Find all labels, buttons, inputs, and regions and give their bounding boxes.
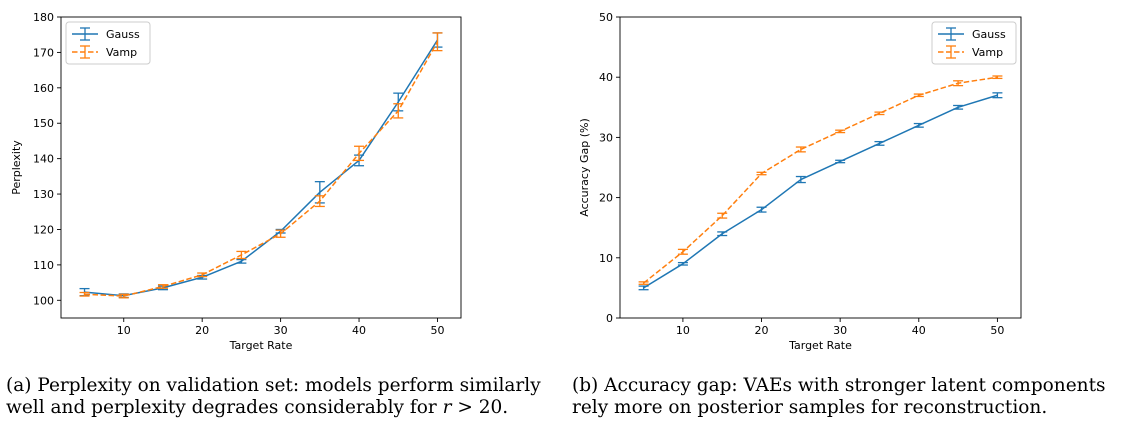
- series-gauss: [79, 32, 443, 299]
- caption-a-line2-text: well and perplexity degrades considerabl…: [6, 397, 443, 418]
- legend-item-vamp: Vamp: [72, 45, 137, 59]
- caption-a-line2: well and perplexity degrades considerabl…: [6, 397, 556, 419]
- x-tick-label: 40: [352, 324, 366, 337]
- legend-item-gauss: Gauss: [938, 27, 1006, 41]
- error-bar: [992, 75, 1003, 80]
- series-gauss: [638, 92, 1003, 291]
- legend-item-vamp: Vamp: [938, 45, 1003, 59]
- x-tick-label: 40: [912, 324, 926, 337]
- error-bar: [756, 206, 767, 213]
- y-tick-label: 120: [33, 223, 54, 236]
- y-tick-label: 150: [33, 117, 54, 130]
- legend-box: [65, 21, 151, 65]
- chart-b: 10 20 30 40 50 0 10 20 30 40 50 Target Rate Accuracy…: [578, 11, 1022, 352]
- plot-frame: [60, 16, 462, 319]
- caption-a: (a) Perplexity on validation set: models…: [6, 375, 556, 419]
- y-tick-label: 0: [606, 312, 613, 325]
- legend-box: [931, 21, 1017, 65]
- error-bar: [677, 261, 688, 266]
- x-tick-label: 20: [755, 324, 769, 337]
- error-bar: [835, 159, 846, 164]
- error-bar: [913, 122, 924, 128]
- caption-a-variable: r: [442, 397, 452, 418]
- x-tick-label: 30: [833, 324, 847, 337]
- error-bar: [795, 175, 806, 184]
- y-tick-label: 30: [599, 131, 613, 144]
- y-tick-label: 100: [33, 294, 54, 307]
- error-bar: [314, 195, 325, 208]
- error-bar: [756, 171, 767, 176]
- x-axis-label: Target Rate: [229, 339, 293, 352]
- error-bar: [197, 272, 208, 278]
- y-axis-label: Accuracy Gap (%): [578, 118, 591, 217]
- series-vamp: [638, 75, 1003, 285]
- series-line-gauss: [643, 94, 998, 289]
- error-bar: [354, 145, 365, 162]
- x-tick-label: 50: [430, 324, 444, 337]
- x-tick-label: 50: [990, 324, 1004, 337]
- error-bar: [795, 146, 806, 153]
- error-bar: [717, 212, 728, 219]
- error-bar: [913, 93, 924, 98]
- y-tick-label: 140: [33, 153, 54, 166]
- y-tick-label: 20: [599, 192, 613, 205]
- caption-b-line2: rely more on posterior samples for recon…: [572, 397, 1048, 418]
- error-bar: [874, 111, 885, 116]
- plot-frame: [619, 16, 1022, 319]
- x-tick-label: 10: [676, 324, 690, 337]
- caption-a-line1: (a) Perplexity on validation set: models…: [6, 375, 541, 396]
- x-tick-label: 10: [117, 324, 131, 337]
- caption-b: (b) Accuracy gap: VAEs with stronger lat…: [572, 375, 1120, 419]
- x-axis-label: Target Rate: [788, 339, 852, 352]
- y-tick-label: 50: [599, 11, 613, 24]
- legend-label: Gauss: [106, 28, 140, 41]
- series-vamp: [79, 32, 443, 299]
- y-tick-label: 160: [33, 82, 54, 95]
- error-bar: [118, 293, 129, 299]
- legend-label: Vamp: [972, 46, 1003, 59]
- legend: Gauss Vamp: [931, 21, 1017, 65]
- error-bar: [393, 103, 404, 119]
- legend-label: Vamp: [106, 46, 137, 59]
- y-axis-label: Perplexity: [10, 140, 23, 195]
- legend-item-gauss: Gauss: [72, 27, 140, 41]
- error-bar: [638, 281, 649, 285]
- series-line-gauss: [84, 39, 439, 297]
- y-tick-label: 170: [33, 46, 54, 59]
- error-bar: [953, 80, 964, 87]
- error-bar: [236, 258, 247, 264]
- error-bar: [236, 250, 247, 260]
- chart-a: 10 20 30 40 50 100 110 120 130 140 150 160 170 180 Tar…: [10, 11, 462, 352]
- legend-label: Gauss: [972, 28, 1006, 41]
- caption-b-line1: (b) Accuracy gap: VAEs with stronger lat…: [572, 375, 1106, 396]
- y-tick-label: 10: [599, 252, 613, 265]
- series-line-vamp: [643, 76, 998, 284]
- y-tick-label: 130: [33, 188, 54, 201]
- caption-a-inequality: > 20.: [451, 397, 509, 418]
- error-bar: [677, 248, 688, 255]
- y-tick-label: 180: [33, 11, 54, 24]
- error-bar: [432, 32, 443, 52]
- legend: Gauss Vamp: [65, 21, 151, 65]
- error-bar: [275, 229, 286, 238]
- error-bar: [157, 284, 168, 289]
- series-line-vamp: [84, 41, 439, 297]
- x-tick-label: 20: [195, 324, 209, 337]
- error-bar: [79, 291, 90, 297]
- y-tick-label: 40: [599, 71, 613, 84]
- y-tick-label: 110: [33, 259, 54, 272]
- error-bar: [717, 231, 728, 237]
- error-bar: [992, 92, 1003, 99]
- error-bar: [638, 285, 649, 291]
- error-bar: [835, 129, 846, 134]
- error-bar: [953, 104, 964, 110]
- x-tick-label: 30: [274, 324, 288, 337]
- error-bar: [874, 140, 885, 146]
